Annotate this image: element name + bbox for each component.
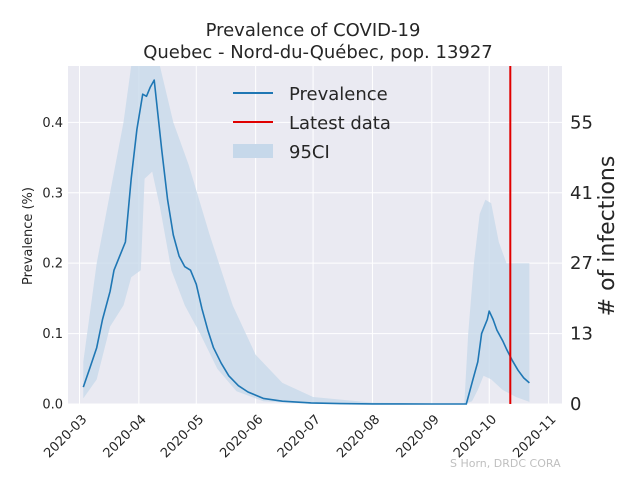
y-tick-label: 0.1 [42, 327, 63, 342]
x-tick-label: 2020-09 [394, 412, 443, 461]
y-tick-label: 0.0 [42, 398, 63, 413]
y2-tick-label: 55 [570, 112, 593, 133]
y2-tick-label: 13 [570, 324, 593, 345]
y2-axis-ticks: 0 13 27 41 55 [570, 112, 593, 415]
ci-area [83, 66, 530, 404]
y-tick-label: 0.2 [42, 257, 63, 272]
y2-tick-label: 27 [570, 253, 593, 274]
credit-text: S Horn, DRDC CORA [450, 457, 561, 470]
x-tick-label: 2020-06 [217, 412, 266, 461]
y-tick-label: 0.4 [42, 116, 63, 131]
x-tick-label: 2020-11 [510, 412, 559, 461]
prevalence-line [82, 79, 530, 405]
x-tick-label: 2020-05 [158, 412, 207, 461]
y-axis-label: Prevalence (%) [21, 187, 36, 285]
y2-tick-label: 0 [570, 394, 581, 415]
y-axis-ticks: 0.0 0.1 0.2 0.3 0.4 [42, 116, 63, 413]
legend-ci-label: 95CI [289, 142, 330, 163]
x-tick-label: 2020-04 [101, 412, 150, 461]
prevalence-series [82, 79, 530, 405]
x-tick-label: 2020-10 [451, 412, 500, 461]
chart-title-line-1: Prevalence of COVID-19 [206, 20, 421, 41]
legend-prevalence-label: Prevalence [289, 84, 388, 105]
chart-title-line-2: Quebec - Nord-du-Québec, pop. 13927 [143, 42, 493, 63]
y2-axis-label: # of infections [595, 156, 620, 317]
y2-tick-label: 41 [570, 183, 593, 204]
legend: Prevalence Latest data 95CI [233, 84, 391, 163]
x-axis-ticks: 2020-03 2020-04 2020-05 2020-06 2020-07 2020-… [41, 412, 559, 461]
ci-band [83, 66, 530, 404]
legend-ci-swatch [233, 144, 273, 158]
x-tick-label: 2020-08 [334, 412, 383, 461]
x-tick-label: 2020-03 [41, 412, 90, 461]
x-tick-label: 2020-07 [275, 412, 324, 461]
y-tick-label: 0.3 [42, 186, 63, 201]
legend-latest-label: Latest data [289, 113, 391, 134]
